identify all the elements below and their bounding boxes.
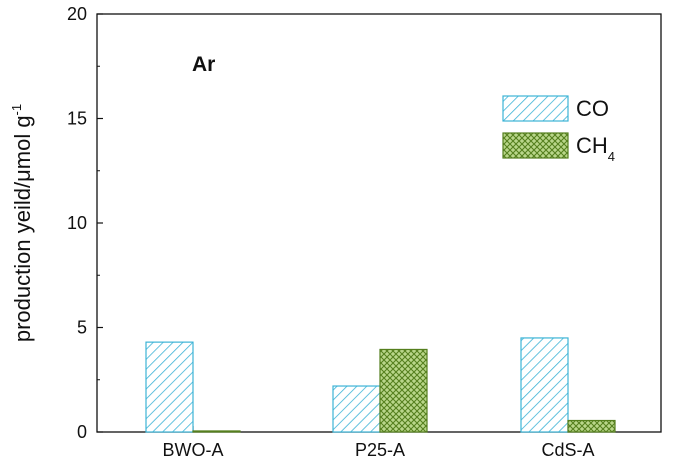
- x-tick-label: BWO-A: [163, 440, 224, 460]
- y-tick-label: 15: [67, 109, 87, 129]
- bar-co-bwo-a: [145, 341, 194, 433]
- bars: [145, 337, 616, 433]
- bar-co-p25-a: [332, 385, 381, 433]
- legend-swatch-co: [502, 95, 569, 122]
- bar-co-cds-a: [520, 337, 569, 433]
- legend: CO CH4: [502, 95, 615, 164]
- legend-swatch-ch4: [502, 132, 569, 159]
- bar-ch4-cds-a: [567, 419, 616, 433]
- y-axis-title: production yeild/μmol g-1: [9, 104, 35, 342]
- legend-label-ch4: CH4: [576, 133, 615, 164]
- x-axis: BWO-A P25-A CdS-A: [163, 426, 595, 460]
- legend-label-ch4-subscript: 4: [608, 149, 615, 164]
- y-tick-label: 5: [77, 318, 87, 338]
- y-tick-label: 10: [67, 213, 87, 233]
- y-axis-title-superscript: -1: [9, 104, 24, 116]
- bar-ch4-p25-a: [379, 348, 428, 433]
- legend-label-co: CO: [576, 96, 609, 121]
- y-tick-label: 0: [77, 422, 87, 442]
- y-tick-label: 20: [67, 4, 87, 24]
- annotation-ar: Ar: [192, 53, 215, 76]
- y-axis: 0 5 10 15 20: [67, 4, 103, 442]
- bar-ch4-bwo-a: [192, 430, 241, 433]
- x-tick-label: P25-A: [355, 440, 405, 460]
- x-tick-label: CdS-A: [541, 440, 594, 460]
